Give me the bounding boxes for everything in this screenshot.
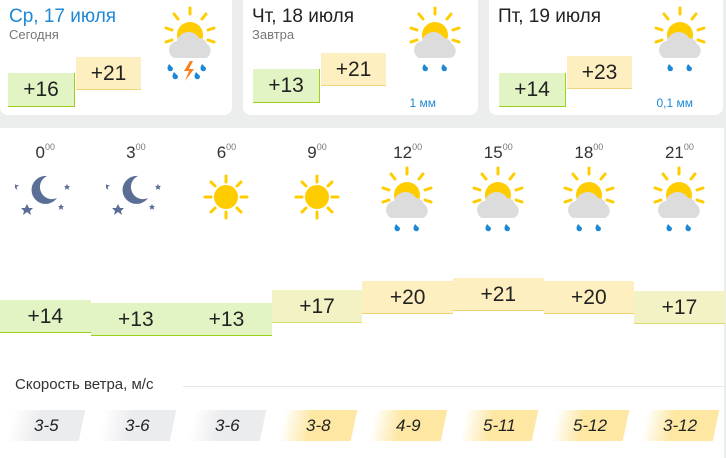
hour-column: 300 +13 3-6	[90, 128, 182, 458]
precipitation: 1 мм	[409, 96, 436, 110]
day-date[interactable]: Пт, 19 июля	[498, 6, 602, 27]
day-label: Сегодня	[9, 27, 59, 42]
hour-label: 1200	[393, 142, 423, 162]
hour-column: 900 +17 3-8	[271, 128, 363, 458]
hour-temp: +17	[271, 290, 363, 323]
sun-cloud-thunderstorm-icon	[160, 4, 216, 84]
precipitation: 0,1 мм	[656, 96, 693, 110]
moon-stars-icon	[11, 164, 75, 244]
sun-cloud-rain-icon	[650, 4, 706, 84]
wind-speed: 5-11	[459, 410, 539, 441]
hour-label: 1500	[483, 142, 513, 162]
hour-column: 1200 +20 4-9	[362, 128, 453, 458]
max-temp: +23	[567, 56, 632, 89]
hour-label: 1800	[574, 142, 604, 162]
sun-cloud-rain-icon	[377, 164, 437, 244]
hour-temp: +13	[90, 303, 182, 336]
hour-column: 1800 +20 5-12	[543, 128, 635, 458]
hour-column: 1500 +21 5-11	[453, 128, 544, 458]
wind-speed-title: Скорость ветра, м/с	[15, 376, 154, 393]
wind-speed: 4-9	[369, 410, 448, 441]
wind-speed: 3-5	[6, 410, 86, 441]
hour-temp: +20	[543, 281, 635, 314]
wind-speed: 5-12	[550, 410, 629, 441]
day-date[interactable]: Чт, 18 июля	[252, 6, 355, 27]
wind-speed: 3-12	[640, 410, 720, 441]
max-temp: +21	[321, 53, 386, 86]
hour-temp: +21	[453, 278, 544, 311]
day-card[interactable]: Ср, 17 июля Сегодня +16 +21	[0, 0, 232, 115]
hour-label: 300	[126, 142, 146, 162]
sun-cloud-rain-icon	[559, 164, 619, 244]
day-date[interactable]: Ср, 17 июля	[9, 6, 117, 27]
sun-icon	[287, 164, 347, 244]
hour-column: 2100 +17 3-12	[634, 128, 725, 458]
wind-speed: 3-8	[278, 410, 358, 441]
min-temp: +13	[253, 69, 320, 103]
sun-cloud-rain-icon	[649, 164, 709, 244]
moon-stars-icon	[101, 164, 166, 244]
hour-label: 2100	[664, 142, 694, 162]
wind-speed: 3-6	[97, 410, 176, 441]
divider	[183, 386, 724, 387]
day-card[interactable]: Чт, 18 июля Завтра +13 +21 1 мм	[243, 0, 478, 115]
wind-speed: 3-6	[187, 410, 267, 441]
hour-temp: +20	[362, 281, 453, 314]
hour-column: 600 +13 3-6	[181, 128, 272, 458]
min-temp: +14	[499, 73, 566, 107]
day-label: Завтра	[252, 27, 295, 42]
sun-icon	[196, 164, 256, 244]
hourly-forecast-panel: 000 +14 3-5 300 +13 3-6 600 +13 3-6 900 +17…	[0, 128, 725, 458]
hour-column: 000 +14 3-5	[0, 128, 91, 458]
hour-temp: +13	[181, 303, 272, 336]
hour-temp: +17	[634, 291, 725, 324]
sun-cloud-rain-icon	[405, 4, 461, 84]
hour-label: 000	[35, 142, 55, 162]
day-card[interactable]: Пт, 19 июля +14 +23 0,1 мм	[489, 0, 723, 115]
hour-label: 900	[307, 142, 327, 162]
min-temp: +16	[8, 73, 75, 107]
hour-label: 600	[216, 142, 237, 162]
hour-temp: +14	[0, 300, 91, 333]
max-temp: +21	[76, 57, 141, 90]
sun-cloud-rain-icon	[468, 164, 528, 244]
